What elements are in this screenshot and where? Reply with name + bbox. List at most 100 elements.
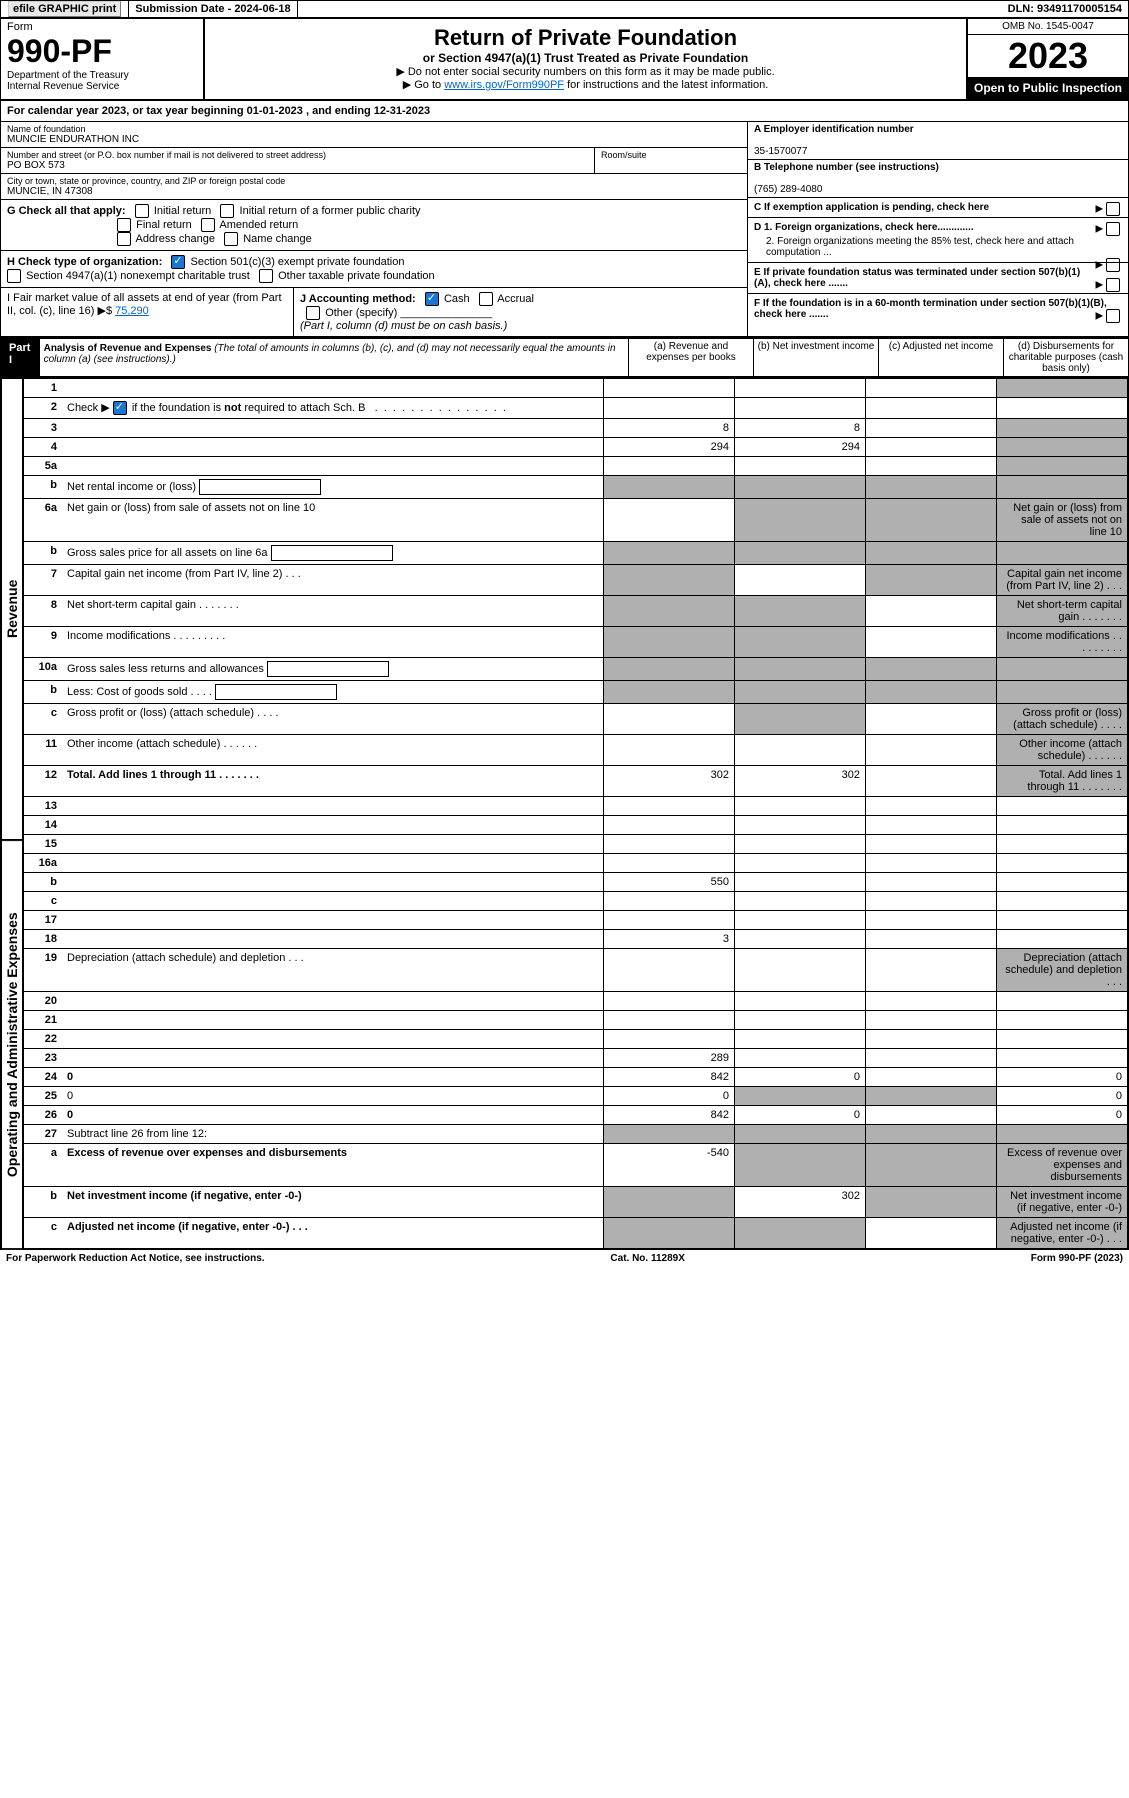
irs-link[interactable]: www.irs.gov/Form990PF	[444, 79, 564, 91]
part1-desc: Analysis of Revenue and Expenses (The to…	[40, 339, 628, 376]
line-description	[62, 379, 604, 398]
501c3-checkbox[interactable]	[171, 255, 185, 269]
table-row: 388	[24, 419, 1128, 438]
col-a-value	[604, 596, 735, 627]
initial-return-checkbox[interactable]	[135, 204, 149, 218]
line-description	[62, 1049, 604, 1068]
line-number: 6a	[24, 499, 63, 542]
f-checkbox[interactable]	[1106, 309, 1120, 323]
d1-checkbox[interactable]	[1106, 222, 1120, 236]
line-description: 0	[62, 1106, 604, 1125]
line-description	[62, 1030, 604, 1049]
col-d-value: Income modifications . . . . . . . . .	[997, 627, 1128, 658]
col-d-value	[997, 911, 1128, 930]
other-taxable-checkbox[interactable]	[259, 269, 273, 283]
line-number: 22	[24, 1030, 63, 1049]
form-990pf: efile GRAPHIC print Submission Date - 20…	[0, 0, 1129, 1250]
table-row: cAdjusted net income (if negative, enter…	[24, 1218, 1128, 1249]
c-checkbox[interactable]	[1106, 202, 1120, 216]
e-checkbox[interactable]	[1106, 278, 1120, 292]
col-a-value: 8	[604, 419, 735, 438]
col-b-value	[735, 681, 866, 704]
col-d-value	[997, 992, 1128, 1011]
col-a-value	[604, 1218, 735, 1249]
line-description: Check ▶ if the foundation is not require…	[62, 398, 604, 419]
revenue-label: Revenue	[1, 378, 23, 840]
accrual-checkbox[interactable]	[479, 292, 493, 306]
line-description: Excess of revenue over expenses and disb…	[62, 1144, 604, 1187]
section-g: G Check all that apply: Initial return I…	[1, 200, 747, 251]
col-a-value	[604, 949, 735, 992]
section-j: J Accounting method: Cash Accrual Other …	[294, 288, 747, 336]
footer-left: For Paperwork Reduction Act Notice, see …	[6, 1253, 265, 1264]
col-c-value	[866, 1011, 997, 1030]
table-row: bGross sales price for all assets on lin…	[24, 542, 1128, 565]
col-a-value	[604, 658, 735, 681]
col-c-value	[866, 1218, 997, 1249]
col-a-value: 550	[604, 873, 735, 892]
phone: (765) 289-4080	[754, 184, 822, 195]
line-number: b	[24, 681, 63, 704]
table-row: 12Total. Add lines 1 through 11 . . . . …	[24, 766, 1128, 797]
col-c-value	[866, 873, 997, 892]
fmv-link[interactable]: 75,290	[115, 305, 149, 317]
col-d-value: Net short-term capital gain . . . . . . …	[997, 596, 1128, 627]
col-c-value	[866, 911, 997, 930]
final-return-checkbox[interactable]	[117, 218, 131, 232]
amended-return-checkbox[interactable]	[201, 218, 215, 232]
4947-checkbox[interactable]	[7, 269, 21, 283]
line-number: 25	[24, 1087, 63, 1106]
col-d-value: Other income (attach schedule) . . . . .…	[997, 735, 1128, 766]
table-row: 5a	[24, 457, 1128, 476]
line-description: Adjusted net income (if negative, enter …	[62, 1218, 604, 1249]
col-a-value: 0	[604, 1087, 735, 1106]
col-b-value	[735, 911, 866, 930]
col-c-value	[866, 457, 997, 476]
cash-checkbox[interactable]	[425, 292, 439, 306]
col-d-value	[997, 797, 1128, 816]
room-cell: Room/suite	[595, 148, 747, 174]
table-row: 23289	[24, 1049, 1128, 1068]
col-c-value	[866, 949, 997, 992]
col-b-value	[735, 704, 866, 735]
table-row: 1	[24, 379, 1128, 398]
col-b-value	[735, 627, 866, 658]
line-description: Income modifications . . . . . . . . .	[62, 627, 604, 658]
col-c-value	[866, 1144, 997, 1187]
col-a-value	[604, 911, 735, 930]
col-a-value	[604, 992, 735, 1011]
line-description	[62, 930, 604, 949]
line-number: 18	[24, 930, 63, 949]
line-number: 15	[24, 835, 63, 854]
line-number: b	[24, 1187, 63, 1218]
efile-button[interactable]: efile GRAPHIC print	[8, 1, 121, 17]
col-a-value	[604, 542, 735, 565]
col-b-value	[735, 1125, 866, 1144]
col-a-value: -540	[604, 1144, 735, 1187]
col-c-value	[866, 627, 997, 658]
col-b-value: 302	[735, 1187, 866, 1218]
address-change-checkbox[interactable]	[117, 232, 131, 246]
col-c-value	[866, 854, 997, 873]
col-c-value	[866, 1030, 997, 1049]
line-number: 21	[24, 1011, 63, 1030]
form-subtitle: or Section 4947(a)(1) Trust Treated as P…	[211, 51, 960, 65]
col-c-value	[866, 398, 997, 419]
table-row: 2Check ▶ if the foundation is not requir…	[24, 398, 1128, 419]
table-row: 14	[24, 816, 1128, 835]
line-number: 27	[24, 1125, 63, 1144]
col-d-value: Excess of revenue over expenses and disb…	[997, 1144, 1128, 1187]
col-d-value	[997, 419, 1128, 438]
col-a-value	[604, 1011, 735, 1030]
other-method-checkbox[interactable]	[306, 306, 320, 320]
name-change-checkbox[interactable]	[224, 232, 238, 246]
line-number: 9	[24, 627, 63, 658]
col-b-value	[735, 565, 866, 596]
col-c-value	[866, 596, 997, 627]
table-row: 24084200	[24, 1068, 1128, 1087]
col-c-value	[866, 438, 997, 457]
col-a-value	[604, 1030, 735, 1049]
col-b-header: (b) Net investment income	[753, 339, 878, 376]
initial-former-checkbox[interactable]	[220, 204, 234, 218]
schb-checkbox[interactable]	[113, 401, 127, 415]
